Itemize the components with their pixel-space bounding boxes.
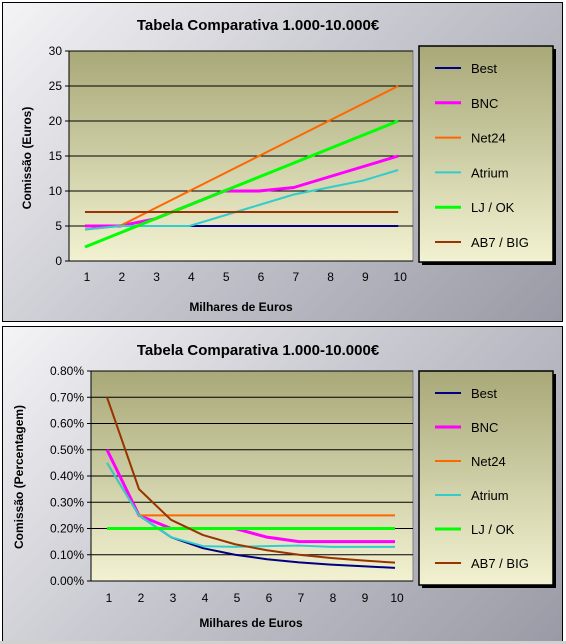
series-line (84, 119, 399, 249)
x-tick-label: 7 (292, 270, 299, 284)
y-tick-label: 0.50% (50, 443, 84, 457)
x-tick-label: 7 (298, 591, 305, 605)
x-tick-label: 5 (234, 591, 241, 605)
x-tick-label: 10 (390, 591, 404, 605)
y-tick-label: 0.10% (50, 548, 84, 562)
y-tick-label: 25 (49, 79, 63, 93)
y-tick-label: 0 (55, 254, 62, 268)
x-tick-label: 6 (266, 591, 273, 605)
y-axis-title: Comissão (Percentagem) (12, 405, 26, 549)
legend-label: Net24 (471, 454, 506, 469)
x-tick-label: 10 (394, 270, 408, 284)
legend (418, 370, 554, 586)
x-tick-label: 6 (258, 270, 265, 284)
y-tick-label: 10 (49, 184, 63, 198)
y-tick-label: 0.80% (50, 364, 84, 378)
y-tick-label: 0.70% (50, 390, 84, 404)
y-tick-label: 0.20% (50, 522, 84, 536)
legend-label: AB7 / BIG (471, 556, 529, 571)
x-tick-label: 9 (362, 270, 369, 284)
legend-label: Atrium (471, 165, 509, 180)
x-tick-label: 2 (138, 591, 145, 605)
y-tick-label: 0.40% (50, 469, 84, 483)
x-tick-label: 1 (106, 591, 113, 605)
x-tick-label: 5 (223, 270, 230, 284)
y-tick-label: 0.00% (50, 574, 84, 588)
x-tick-label: 8 (327, 270, 334, 284)
x-axis-title: Milhares de Euros (189, 300, 293, 314)
legend-label: Net24 (471, 131, 506, 146)
x-tick-label: 3 (153, 270, 160, 284)
legend (418, 45, 554, 263)
x-axis-title: Milhares de Euros (199, 616, 303, 630)
x-tick-label: 8 (330, 591, 337, 605)
chart-commission-euros: Tabela Comparativa 1.000-10.000€ Milhare… (2, 2, 563, 322)
x-tick-label: 4 (202, 591, 209, 605)
y-tick-label: 5 (55, 219, 62, 233)
series-line (85, 154, 399, 228)
y-tick-label: 30 (49, 44, 63, 58)
legend-label: AB7 / BIG (471, 235, 529, 250)
y-tick-label: 0.60% (50, 417, 84, 431)
legend-label: Best (471, 386, 497, 401)
series-line (106, 462, 395, 517)
x-tick-label: 1 (84, 270, 91, 284)
series-line (105, 449, 395, 544)
y-axis-title: Comissão (Euros) (20, 107, 34, 210)
chart-title: Tabela Comparativa 1.000-10.000€ (137, 17, 380, 34)
x-tick-label: 3 (170, 591, 177, 605)
footer-strip (0, 641, 566, 644)
chart-svg-euros: Tabela Comparativa 1.000-10.000€ Milhare… (20, 17, 556, 314)
chart-title: Tabela Comparativa 1.000-10.000€ (137, 342, 380, 359)
legend-label: BNC (471, 96, 498, 111)
legend-label: Best (471, 61, 497, 76)
legend-label: LJ / OK (471, 522, 515, 537)
y-tick-label: 0.30% (50, 495, 84, 509)
x-tick-label: 2 (118, 270, 125, 284)
chart-commission-percentage: Tabela Comparativa 1.000-10.000€ Milhare… (2, 326, 563, 642)
y-tick-label: 20 (49, 114, 63, 128)
series-line (106, 396, 396, 564)
x-tick-label: 9 (362, 591, 369, 605)
legend-label: LJ / OK (471, 200, 515, 215)
legend-label: BNC (471, 420, 498, 435)
y-tick-label: 15 (49, 149, 63, 163)
legend-label: Atrium (471, 488, 509, 503)
chart-svg-percentage: Tabela Comparativa 1.000-10.000€ Milhare… (12, 342, 556, 630)
series-line (84, 85, 399, 231)
x-tick-label: 4 (188, 270, 195, 284)
